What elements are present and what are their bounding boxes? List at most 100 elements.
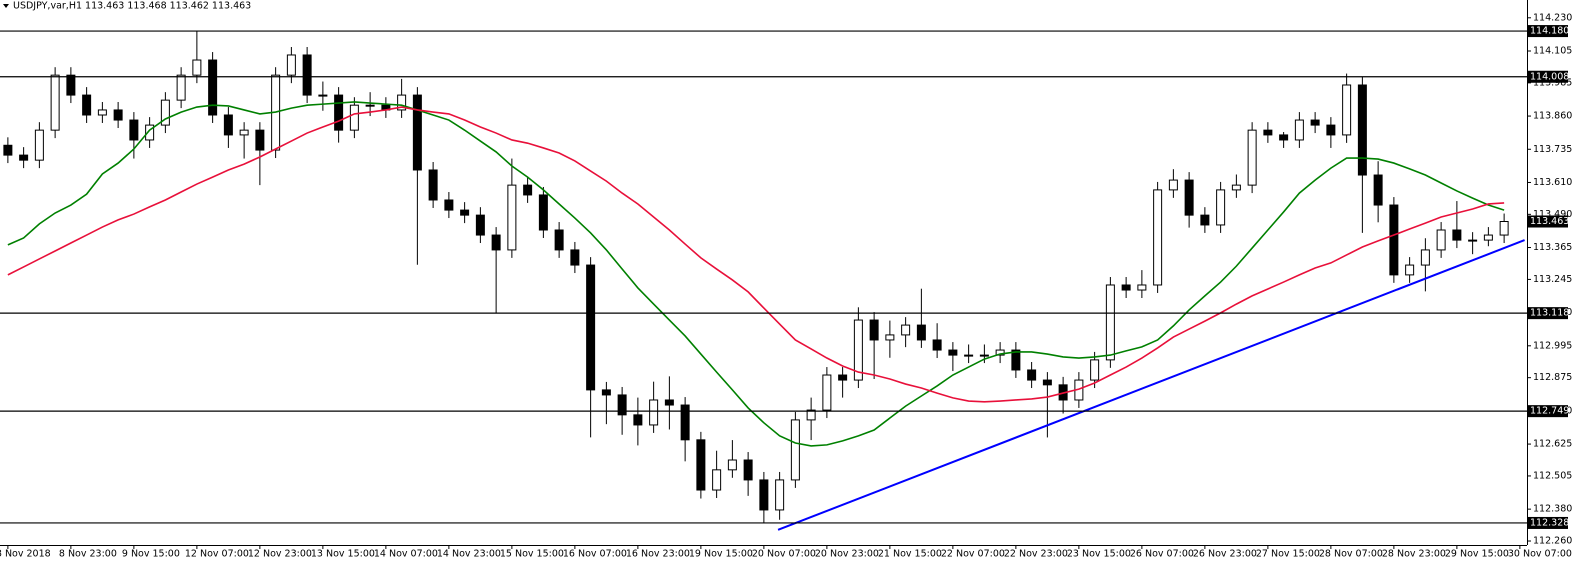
y-tick-label: 114.105: [1533, 45, 1572, 56]
candle-body: [743, 459, 753, 481]
candle-body: [1436, 229, 1446, 251]
candle-body: [838, 374, 848, 381]
candle-body: [1389, 204, 1399, 276]
candle-body: [1137, 284, 1147, 291]
candle-body: [397, 94, 407, 111]
candle-body: [365, 104, 375, 107]
candle-body: [1357, 84, 1367, 176]
level-label: 113.118: [1530, 308, 1569, 319]
x-tick-label: 8 Nov 23:00: [59, 549, 117, 560]
last-price-label: 113.463: [1530, 216, 1569, 227]
candle-body: [822, 374, 832, 411]
candle-body: [3, 144, 13, 156]
x-tick-label: 23 Nov 15:00: [1067, 549, 1131, 560]
candle-body: [239, 129, 249, 136]
candle-body: [97, 109, 107, 116]
candle-body: [1342, 84, 1352, 136]
candle-body: [223, 114, 233, 136]
candle-body: [113, 109, 123, 121]
candle-body: [1452, 229, 1462, 241]
y-tick-label: 112.505: [1533, 470, 1572, 481]
candle-body: [255, 129, 265, 151]
candle-body: [1420, 249, 1430, 266]
candle-body: [775, 479, 785, 511]
candle-body: [759, 479, 769, 511]
candle-body: [570, 249, 580, 266]
candle-body: [129, 119, 139, 141]
candle-body: [1405, 264, 1415, 276]
level-label-bg: [1528, 307, 1568, 320]
level-label-bg: [1528, 405, 1568, 418]
candle-body: [601, 389, 611, 396]
candle-body: [1200, 214, 1210, 226]
candle-body: [1499, 221, 1509, 236]
candle-body: [1168, 179, 1178, 191]
candle-body: [1326, 124, 1336, 136]
x-tick-label: 16 Nov 23:00: [626, 549, 690, 560]
x-tick-label: 19 Nov 15:00: [689, 549, 753, 560]
candle-body: [586, 264, 596, 391]
candle-body: [334, 94, 344, 131]
candle-body: [1121, 284, 1131, 291]
y-tick-label: 112.380: [1533, 504, 1572, 515]
candle-body: [1011, 349, 1021, 371]
candle-body: [82, 94, 92, 116]
candle-body: [1153, 189, 1163, 286]
candle-body: [1294, 119, 1304, 141]
y-tick-label: 112.995: [1533, 340, 1572, 351]
level-label: 112.749: [1530, 406, 1569, 417]
candle-body: [979, 354, 989, 357]
candle-body: [286, 54, 296, 76]
x-tick-label: 12 Nov 07:00: [185, 549, 249, 560]
x-tick-label: 9 Nov 15:00: [122, 549, 180, 560]
level-label: 114.180: [1530, 26, 1569, 37]
candle-body: [208, 59, 218, 116]
x-tick-label: 30 Nov 07:00: [1508, 549, 1572, 560]
candle-body: [349, 104, 359, 131]
y-tick-label: 113.490: [1533, 209, 1572, 220]
level-label-bg: [1528, 25, 1568, 38]
candle-body: [853, 319, 863, 381]
y-tick-label: 113.860: [1533, 111, 1572, 122]
candle-body: [696, 439, 706, 491]
candle-body: [617, 394, 627, 416]
candle-body: [1027, 369, 1037, 381]
candle-body: [160, 99, 170, 126]
x-tick-label: 28 Nov 23:00: [1382, 549, 1446, 560]
y-tick-label: 113.985: [1533, 77, 1572, 88]
y-tick-label: 113.365: [1533, 242, 1572, 253]
candle-body: [649, 399, 659, 426]
candle-body: [34, 129, 44, 161]
candle-body: [664, 399, 674, 406]
candle-body: [869, 319, 879, 341]
x-tick-label: 13 Nov 15:00: [311, 549, 375, 560]
x-tick-label: 28 Nov 07:00: [1319, 549, 1383, 560]
y-tick-label: 113.735: [1533, 144, 1572, 155]
candle-body: [1468, 239, 1478, 242]
x-tick-label: 12 Nov 23:00: [248, 549, 312, 560]
moving-average: [7, 101, 1505, 447]
candle-body: [554, 229, 564, 251]
candle-body: [302, 54, 312, 96]
candle-body: [66, 74, 76, 96]
candle-body: [507, 184, 517, 251]
y-tick-label: 113.245: [1533, 274, 1572, 285]
x-tick-label: 26 Nov 23:00: [1193, 549, 1257, 560]
candle-body: [145, 124, 155, 141]
candle-body: [460, 209, 470, 216]
candle-body: [50, 74, 60, 131]
trendline: [777, 239, 1525, 531]
candle-body: [192, 59, 202, 76]
dropdown-icon[interactable]: [3, 4, 9, 8]
x-tick-label: 20 Nov 23:00: [815, 549, 879, 560]
candle-body: [1310, 119, 1320, 126]
moving-average: [7, 106, 1505, 403]
candle-body: [916, 324, 926, 341]
level-label-bg: [1528, 516, 1568, 529]
candle-body: [1090, 359, 1100, 381]
candle-body: [1231, 184, 1241, 191]
x-tick-label: 27 Nov 15:00: [1256, 549, 1320, 560]
x-tick-label: 14 Nov 07:00: [374, 549, 438, 560]
